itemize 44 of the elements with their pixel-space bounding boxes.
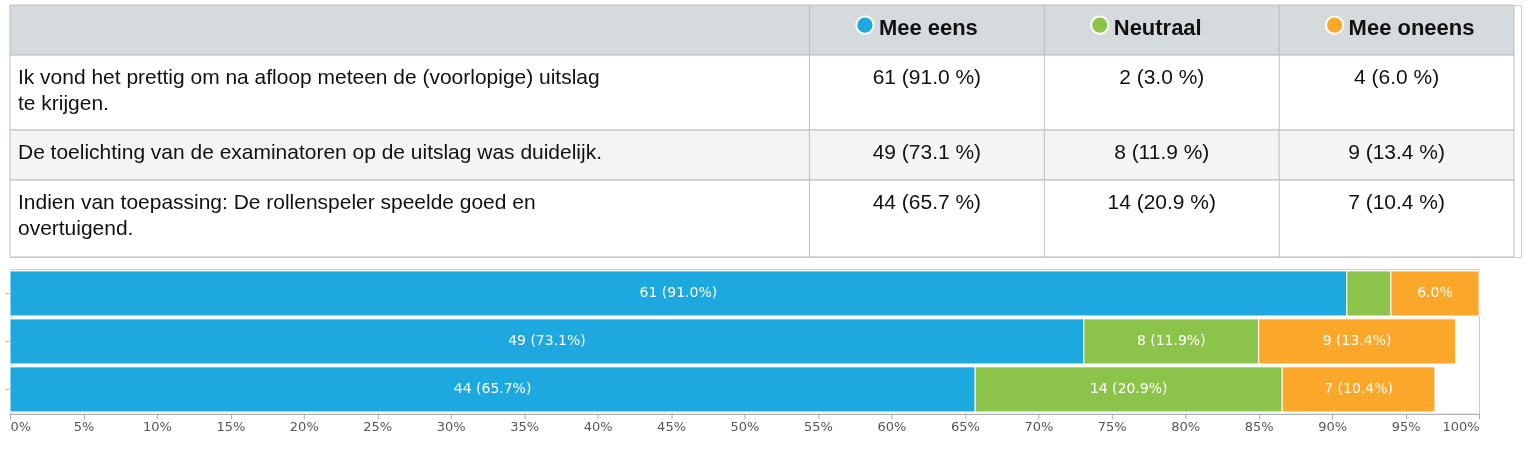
data-label: 14 (20.9%) bbox=[1089, 380, 1168, 397]
text: 49 (73.1 %) bbox=[872, 140, 982, 164]
data-label: 8 (11.9%) bbox=[1136, 332, 1206, 349]
x-tick-label: 30% bbox=[436, 419, 466, 435]
text: 9 (13.4 %) bbox=[1348, 140, 1445, 164]
data-label: 9 (13.4%) bbox=[1322, 332, 1392, 349]
data-label: 7 (10.4%) bbox=[1324, 380, 1393, 397]
data-label: 61 (91.0%) bbox=[639, 284, 718, 301]
text: 8 (11.9 %) bbox=[1114, 140, 1210, 164]
legend-label: Neutraal bbox=[1113, 15, 1202, 41]
text: 61 (91.0 %) bbox=[872, 65, 982, 89]
text: 14 (20.9 %) bbox=[1107, 190, 1216, 214]
x-tick-label: 0% bbox=[10, 419, 32, 435]
x-tick-label: 65% bbox=[950, 419, 980, 435]
x-tick-label: 25% bbox=[363, 419, 393, 435]
x-tick-label: 35% bbox=[510, 419, 540, 435]
text: 4 (6.0 %) bbox=[1354, 65, 1440, 89]
text: 7 (10.4 %) bbox=[1348, 190, 1445, 214]
x-tick-label: 20% bbox=[289, 419, 319, 435]
x-tick-label: 50% bbox=[730, 419, 760, 435]
x-tick-label: 95% bbox=[1391, 419, 1421, 435]
x-tick-label: 80% bbox=[1171, 419, 1201, 435]
text: Indien van toepassing: De rollenspeler speelde goed en overtuigend. bbox=[17, 190, 536, 239]
text: 2 (3.0 %) bbox=[1119, 65, 1205, 89]
x-tick-label: 85% bbox=[1244, 419, 1274, 435]
text: De toelichting van de examinatoren op de uitslag was duidelijk. bbox=[17, 140, 602, 164]
x-tick-label: 5% bbox=[73, 419, 95, 435]
data-label: 44 (65.7%) bbox=[453, 380, 532, 397]
x-tick-label: 55% bbox=[804, 419, 833, 435]
text: 44 (65.7 %) bbox=[872, 190, 982, 214]
x-tick-label: 75% bbox=[1097, 419, 1127, 435]
data-label: 49 (73.1%) bbox=[508, 332, 586, 349]
x-tick-label: 40% bbox=[583, 419, 613, 435]
legend-label: Mee eens bbox=[878, 15, 978, 41]
x-tick-label: 70% bbox=[1024, 419, 1054, 435]
x-tick-label: 15% bbox=[216, 419, 246, 435]
x-tick-label: 90% bbox=[1318, 419, 1348, 435]
x-tick-label: 10% bbox=[142, 419, 172, 435]
legend-label: Mee oneens bbox=[1348, 15, 1475, 41]
x-tick-label: 60% bbox=[877, 419, 907, 435]
data-label: 6.0% bbox=[1417, 284, 1453, 301]
x-tick-label: 100% bbox=[1442, 419, 1480, 435]
x-tick-label: 45% bbox=[657, 419, 686, 435]
text: Ik vond het prettig om na afloop meteen de (voorlopige) uitslag te krijgen. bbox=[17, 65, 600, 115]
